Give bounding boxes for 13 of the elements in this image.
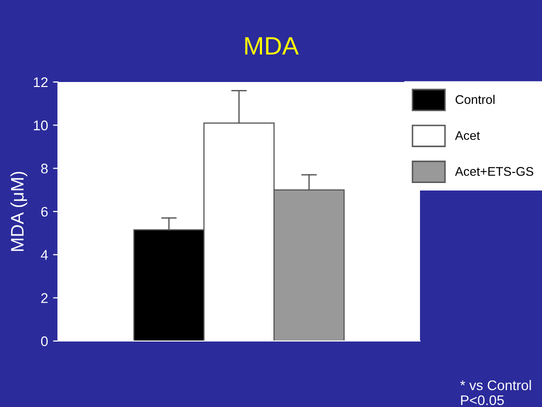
y-tick-label: 2 bbox=[41, 293, 48, 303]
y-tick-label: 10 bbox=[34, 120, 48, 130]
y-tick-label: 0 bbox=[41, 336, 48, 346]
legend-label: Control bbox=[456, 94, 494, 104]
y-tick-label: 12 bbox=[34, 77, 48, 88]
legend-label: Acet bbox=[455, 131, 480, 140]
y-tick-label: 8 bbox=[41, 164, 48, 174]
y-axis-title: MDA (μM) bbox=[10, 172, 28, 251]
text: * vs Control P<0.05 bbox=[460, 380, 531, 406]
y-tick-label: 6 bbox=[41, 206, 48, 217]
chart-title: MDA bbox=[245, 37, 299, 54]
y-tick-label: 4 bbox=[40, 250, 48, 260]
legend-label: Acet+ETS-GS bbox=[455, 167, 534, 176]
